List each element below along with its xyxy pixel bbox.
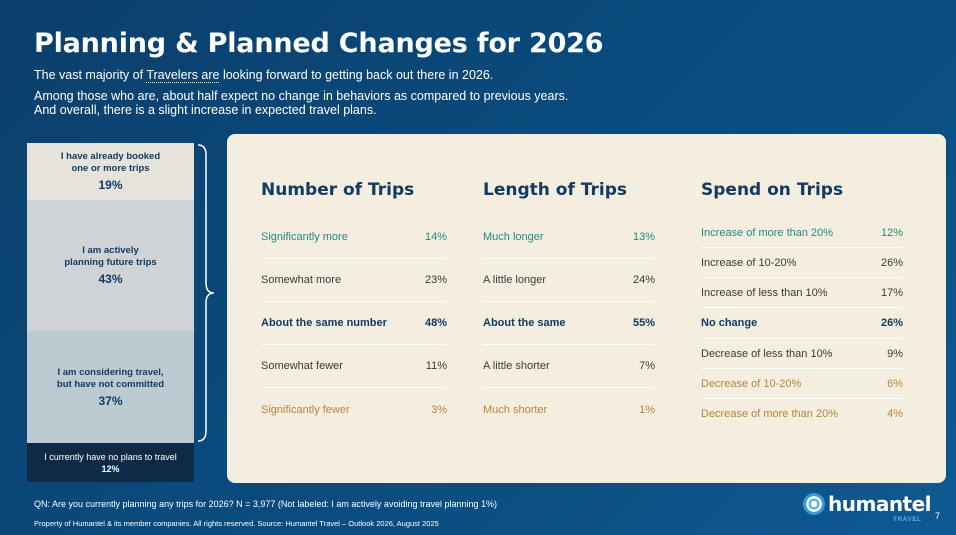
question-footnote: QN: Are you currently planning any trips… xyxy=(34,499,498,509)
spend-title: Spend on Trips xyxy=(701,180,844,200)
spend-row: No change 26% xyxy=(701,308,903,339)
summary-text: Among those who are, about half expect n… xyxy=(34,89,569,117)
length-row: A little shorter 7% xyxy=(483,345,655,388)
trips-title: Number of Trips xyxy=(261,180,415,200)
segment-planning: I am actively planning future trips 43% xyxy=(27,200,194,331)
length-row: Much longer 13% xyxy=(483,216,655,259)
fingerprint-icon xyxy=(803,493,825,515)
spend-row: Decrease of less than 10% 9% xyxy=(701,339,903,369)
spend-row: Increase of more than 20% 12% xyxy=(701,218,903,248)
trips-row: About the same number 48% xyxy=(261,302,447,345)
trips-row: Significantly more 14% xyxy=(261,216,447,259)
humantel-logo: humantel xyxy=(803,492,932,516)
changes-card: Number of Trips Significantly more 14% So… xyxy=(227,134,946,483)
length-row: A little longer 24% xyxy=(483,259,655,302)
spend-row: Increase of less than 10% 17% xyxy=(701,278,903,308)
segment-considering: I am considering travel, but have not co… xyxy=(27,331,194,443)
length-row: Much shorter 1% xyxy=(483,403,655,416)
length-row: About the same 55% xyxy=(483,302,655,345)
trips-row: Somewhat more 23% xyxy=(261,259,447,302)
segment-no-plans: I currently have no plans to travel 12% xyxy=(27,443,194,482)
brace-icon xyxy=(197,144,215,442)
copyright-footnote: Property of Humantel & its member compan… xyxy=(34,519,439,528)
trips-row: Somewhat fewer 11% xyxy=(261,345,447,388)
logo-subtitle: TRAVEL xyxy=(893,516,922,523)
length-title: Length of Trips xyxy=(483,180,628,200)
trips-row: Significantly fewer 3% xyxy=(261,403,447,416)
spend-row: Increase of 10-20% 26% xyxy=(701,248,903,278)
spend-row: Decrease of 10-20% 6% xyxy=(701,369,903,399)
subtitle: The vast majority of Travelers are looki… xyxy=(34,68,494,83)
planning-stack: I have already booked one or more trips … xyxy=(27,143,194,482)
spend-row: Decrease of more than 20% 4% xyxy=(701,408,903,420)
page-number: 7 xyxy=(935,511,941,521)
segment-booked: I have already booked one or more trips … xyxy=(27,143,194,200)
dotted-term: Travelers are xyxy=(146,68,220,83)
page-title: Planning & Planned Changes for 2026 xyxy=(34,28,604,59)
